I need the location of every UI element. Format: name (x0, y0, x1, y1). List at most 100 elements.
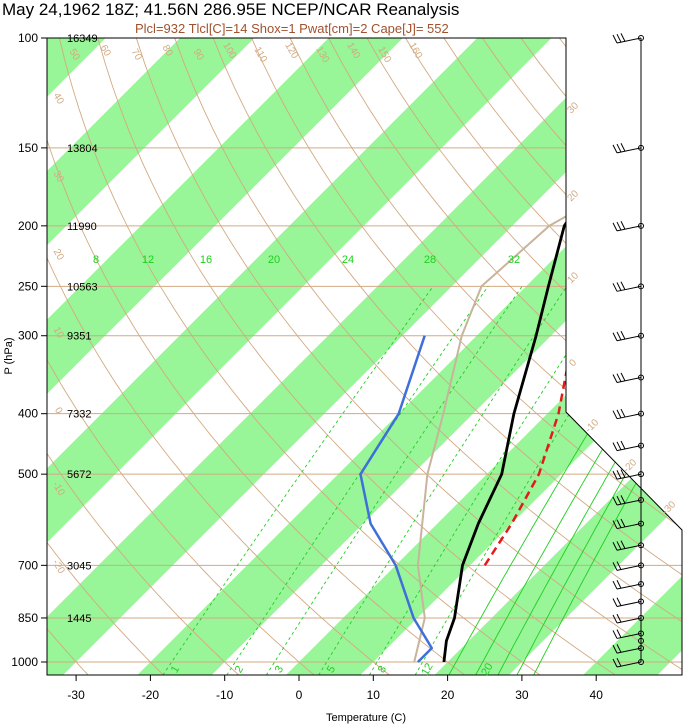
wind-barb (612, 33, 644, 44)
wind-barb-feather (612, 332, 618, 341)
height-label: 9351 (67, 331, 91, 343)
dry-adiabat (47, 38, 315, 675)
wind-barb (612, 540, 644, 551)
wind-barb-circle (638, 496, 644, 503)
wind-barb-feather (620, 281, 626, 290)
y-tick-label: 250 (18, 279, 38, 293)
y-tick-label: 850 (18, 611, 38, 625)
wind-barb-circle (638, 630, 644, 637)
wind-barb (612, 518, 644, 530)
wind-barb-circle (638, 374, 644, 381)
mixing-ratio-label: 32 (508, 254, 520, 266)
adiabat-label: 90 (191, 47, 206, 63)
wind-barb-circle (638, 471, 644, 478)
mixing-ratio-label: 16 (200, 254, 212, 266)
wind-barb (612, 440, 644, 452)
wind-barb-circle (638, 614, 644, 621)
wind-barb-feather (612, 520, 618, 529)
wind-barb-circle (638, 659, 644, 665)
dry-adiabat (97, 38, 616, 675)
mixing-ratio-line (162, 286, 434, 675)
mixing-ratio-line (318, 286, 568, 675)
adiabat-label: 10 (565, 270, 581, 286)
y-axis-title: P (hPa) (3, 337, 15, 374)
wind-barb-feather (616, 495, 622, 505)
wind-barb-feather (620, 518, 626, 528)
wind-barb-feather (616, 580, 622, 589)
mixing-ratio-label: 8 (376, 664, 389, 675)
chart-subtitle: Plcl=932 Tlcl[C]=14 Shox=1 Pwat[cm]=2 Ca… (135, 21, 449, 36)
wind-barb (612, 561, 644, 571)
wind-barb-circle (638, 598, 644, 605)
wind-barb-circle (638, 332, 644, 339)
x-tick-label: -10 (216, 688, 234, 702)
wind-barb-feather (612, 542, 618, 551)
mixing-ratio-line (265, 286, 523, 675)
wind-barb-feather (616, 629, 622, 638)
y-tick-label: 100 (18, 31, 38, 45)
wind-barb-feather (620, 221, 626, 230)
dewpoint-line (359, 335, 434, 663)
wind-barb-feather (612, 630, 618, 639)
wind-barb (612, 408, 644, 420)
mixing-ratio-label: 1 (169, 664, 182, 675)
dry-adiabat (251, 38, 682, 675)
wind-barb (612, 469, 644, 480)
wind-barb-circle (638, 637, 644, 644)
plot-border (46, 37, 683, 676)
virtual_temp-line (413, 38, 682, 663)
wind-barb-feather (612, 374, 618, 383)
wind-barb-circle (638, 144, 644, 151)
wind-barb-feather (612, 580, 618, 590)
wind-barb (612, 613, 644, 624)
wind-barb-circle (638, 442, 644, 449)
x-tick-label: -30 (67, 688, 85, 702)
wind-barb-circle (638, 562, 644, 569)
wind-barb-feather (616, 613, 622, 623)
adiabat-label: -20 (621, 457, 639, 475)
wind-barb (612, 657, 644, 668)
mixing-ratio-label: 20 (268, 254, 280, 266)
wind-barb (612, 372, 644, 383)
adiabat-label: 10 (51, 325, 66, 341)
wind-barb-circle (638, 645, 644, 652)
wind-barb-feather (612, 658, 618, 668)
wind-barb-feather (616, 143, 622, 153)
wind-barb-feather (620, 143, 626, 152)
wind-barb-feather (616, 282, 622, 291)
adiabat-label: 0 (52, 406, 65, 417)
y-tick-label: 1000 (11, 655, 38, 669)
wind-barb-feather (616, 221, 622, 231)
adiabat-label: -20 (50, 558, 67, 576)
adiabat-label: 120 (282, 41, 300, 61)
wind-barb-feather (616, 541, 622, 550)
adiabat-label: 40 (51, 91, 66, 107)
dry-adiabat (328, 38, 682, 675)
adiabat-label: 20 (51, 247, 66, 263)
wind-barb-feather (620, 540, 626, 549)
x-tick-label: 0 (296, 688, 303, 702)
mixing-ratio-label: 28 (424, 254, 436, 266)
isotherm-band (47, 38, 417, 675)
height-label: 10563 (67, 281, 98, 293)
wind-barb-feather (612, 34, 618, 44)
wind-barb-feather (616, 561, 622, 570)
adiabat-label: 60 (98, 43, 113, 59)
wind-barb-circle (638, 222, 644, 229)
wind-barb-feather (616, 331, 622, 341)
adiabat-label: 110 (251, 45, 269, 65)
dry-adiabat (47, 38, 240, 675)
dry-adiabat (174, 38, 682, 675)
dry-adiabat (47, 38, 390, 675)
wind-barb (612, 330, 644, 342)
isotherm-band (47, 38, 566, 675)
wind-barb-feather (616, 373, 622, 382)
wind-barb-feather (616, 657, 622, 667)
adiabat-label: 70 (129, 47, 144, 63)
wind-barb-feather (612, 644, 618, 654)
axis-ticks (41, 37, 597, 681)
mixing-ratio-label: 24 (342, 254, 354, 266)
y-tick-label: 300 (18, 329, 38, 343)
